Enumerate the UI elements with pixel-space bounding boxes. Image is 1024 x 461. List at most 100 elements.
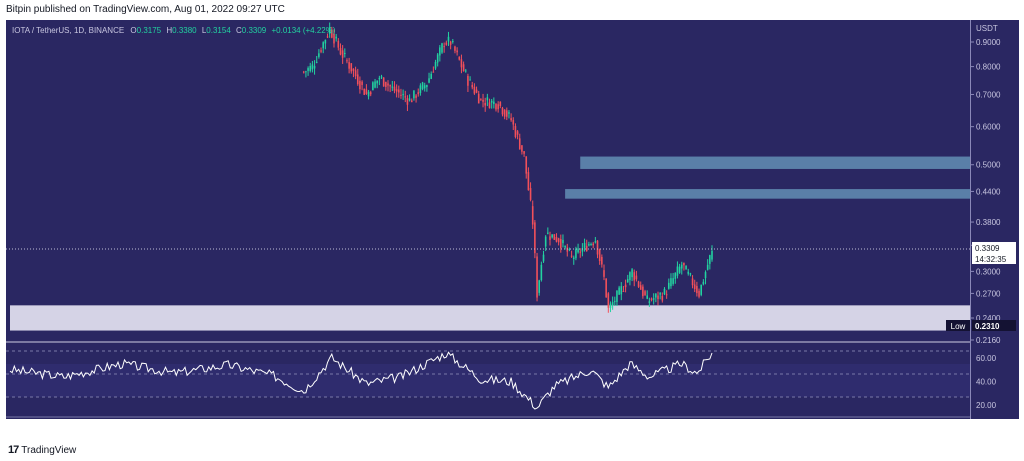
candle-body [432, 71, 435, 73]
candle-body [497, 104, 499, 110]
candle-body [445, 42, 448, 45]
rsi-tick-label: 40.00 [976, 377, 997, 386]
candle-body [700, 284, 702, 295]
candle-body [484, 103, 486, 106]
candle-body [367, 91, 370, 97]
candle-body [458, 56, 461, 60]
candle-body [549, 236, 551, 240]
candle-body [439, 47, 441, 56]
candle-body [434, 61, 437, 69]
chart-frame[interactable]: OctNovDec2022FebMarAprMayJunJulAugSepOct… [6, 20, 970, 431]
price-tick-label: 0.8000 [976, 63, 1001, 72]
price-tick-label: 0.2400 [976, 314, 1001, 323]
candle-body [315, 61, 318, 63]
candle-body [659, 293, 661, 295]
candle-body [460, 59, 463, 68]
candle-body [510, 118, 512, 121]
price-scale[interactable]: USDT 0.9000 0.8000 0.7000 0.6000 0.5000 0.440… [970, 20, 1019, 419]
candle-body [426, 85, 428, 88]
candle-body [313, 65, 316, 69]
candle-body [691, 278, 694, 286]
candle-body [570, 255, 573, 257]
tradingview-logo[interactable]: 17 TradingView [8, 444, 76, 456]
candle-body [642, 286, 644, 297]
candle-body [361, 81, 363, 85]
candle-body [385, 81, 387, 87]
candle-body [668, 282, 670, 289]
candle-body [689, 273, 692, 275]
candle-body [674, 272, 677, 279]
candle-body [503, 109, 506, 117]
support-zone [10, 305, 970, 331]
candle-body [464, 70, 467, 72]
candle-body [592, 243, 594, 246]
candle-body [322, 42, 324, 49]
candle-body [309, 65, 312, 72]
candle-body [566, 247, 569, 252]
candle-body [443, 46, 445, 48]
candle-body [475, 89, 478, 93]
candle-body [665, 294, 668, 296]
candle-body [657, 295, 659, 300]
candle-body [605, 278, 607, 298]
candle-body [523, 151, 525, 154]
candle-body [395, 89, 398, 92]
candle-body [562, 239, 564, 244]
candle-body [568, 249, 571, 251]
price-tick-label: 0.6000 [976, 123, 1001, 132]
candle-body [598, 248, 601, 262]
candle-body [480, 98, 482, 100]
candle-body [374, 81, 376, 88]
candle-body [508, 112, 510, 114]
candle-body [413, 90, 415, 99]
candle-body [663, 288, 666, 295]
price-tick-label: 0.3000 [976, 267, 1001, 276]
candle-body [609, 303, 612, 308]
candle-body [575, 248, 577, 259]
candle-body [601, 256, 603, 265]
rsi-tick-label: 60.00 [976, 354, 997, 363]
price-tick-label: 0.3800 [976, 218, 1001, 227]
low-marker [643, 319, 650, 324]
candle-body [583, 242, 586, 248]
price-tick-label: 0.4400 [976, 187, 1001, 196]
candle-body [639, 285, 642, 290]
candle-body [452, 41, 454, 43]
candle-body [462, 64, 465, 72]
candle-body [404, 96, 407, 98]
rsi-tick-label: 20.00 [976, 401, 997, 410]
candle-body [531, 206, 534, 225]
candle-body [376, 80, 378, 84]
countdown-value: 14:32:35 [975, 255, 1007, 264]
price-tick-label: 0.2700 [976, 289, 1001, 298]
candle-body [706, 264, 709, 270]
candle-body [585, 245, 588, 252]
candle-body [356, 74, 359, 85]
candle-body [406, 98, 409, 105]
candle-body [348, 62, 350, 69]
price-tick-label: 0.7000 [976, 90, 1001, 99]
candle-body [402, 94, 404, 96]
candle-body [320, 50, 322, 52]
candle-body [698, 290, 700, 297]
candle-body [344, 53, 346, 55]
candle-body [423, 85, 426, 89]
candle-body [469, 79, 471, 81]
candle-body [693, 284, 696, 289]
candle-body [525, 156, 528, 174]
candle-body [661, 296, 664, 301]
candle-body [596, 240, 599, 255]
candle-body [326, 36, 329, 38]
candle-body [685, 265, 687, 270]
candle-body [544, 236, 547, 247]
chart-plot[interactable]: OctNovDec2022FebMarAprMayJunJulAugSepOct… [6, 20, 970, 431]
candle-body [363, 88, 366, 95]
candle-body [650, 298, 653, 301]
price-scale-svg: USDT 0.9000 0.8000 0.7000 0.6000 0.5000 0.440… [971, 24, 1016, 410]
candle-body [307, 68, 309, 71]
candle-body [417, 92, 420, 95]
candle-body [495, 103, 497, 110]
candle-body [350, 63, 353, 72]
candle-body [590, 243, 592, 245]
candle-body [387, 83, 389, 86]
